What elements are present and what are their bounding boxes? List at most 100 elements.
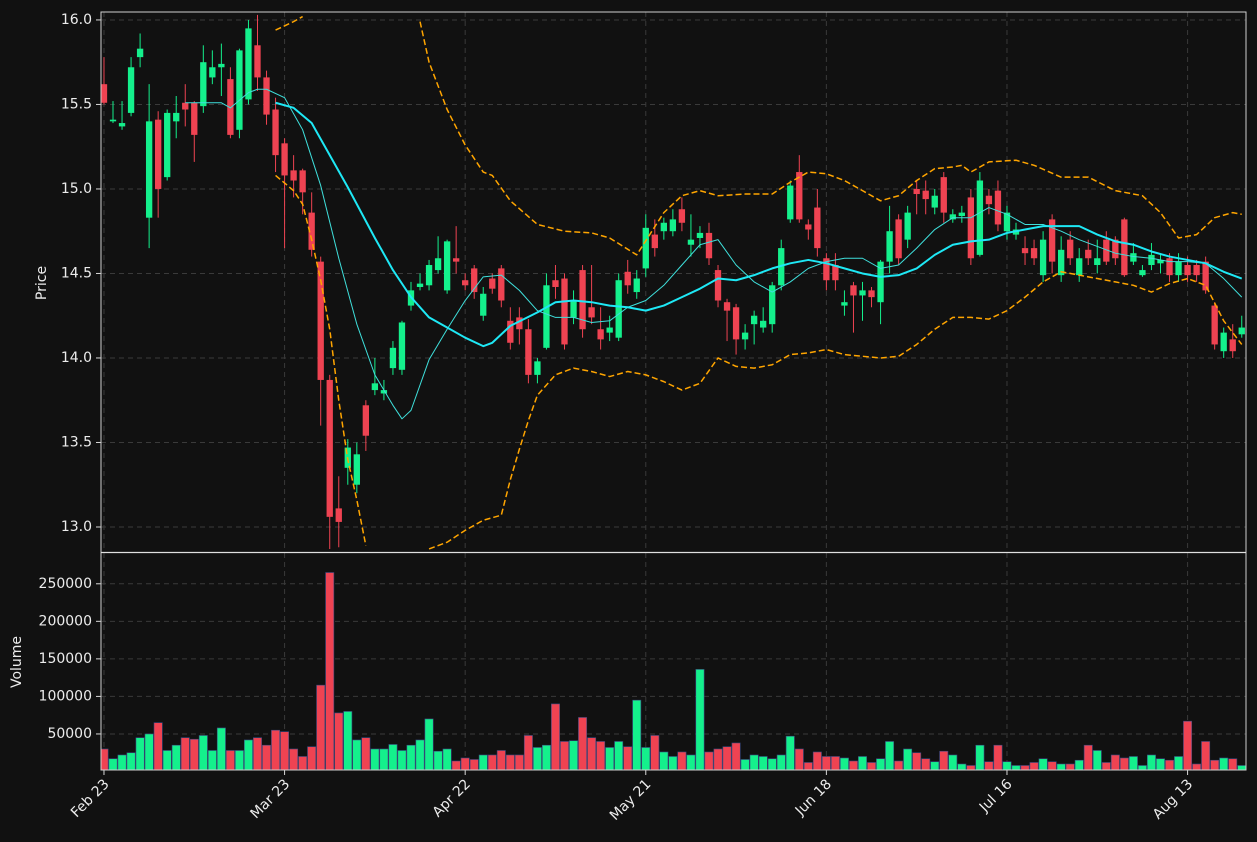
- candle-body: [534, 361, 541, 375]
- volume-bar: [1201, 741, 1211, 770]
- candle-body: [1184, 265, 1191, 276]
- volume-bar: [397, 750, 407, 770]
- candle-body: [118, 123, 126, 127]
- volume-bar: [1101, 762, 1111, 770]
- band-line: [275, 15, 1242, 256]
- volume-bar: [722, 746, 732, 770]
- volume-bar: [785, 735, 795, 770]
- candle-body: [471, 268, 478, 293]
- candle-body: [308, 212, 315, 250]
- candle-body: [796, 172, 803, 220]
- y-tick-label: 200000: [39, 613, 92, 629]
- candle-body: [1103, 239, 1110, 262]
- candle-body: [1166, 258, 1173, 276]
- candle-body: [489, 278, 496, 289]
- volume-bar: [180, 737, 190, 770]
- candle-body: [1220, 332, 1227, 352]
- volume-bar: [551, 703, 560, 770]
- volume-bar: [1156, 758, 1165, 770]
- candle-body: [1003, 212, 1011, 232]
- candle-body: [552, 280, 559, 287]
- candle-body: [362, 405, 370, 436]
- volume-bar: [505, 754, 515, 770]
- y-tick-label: 13.0: [61, 519, 92, 535]
- volume-bar: [659, 751, 669, 770]
- candle-body: [705, 232, 713, 259]
- volume-bar: [442, 748, 452, 770]
- volume-bar: [939, 750, 949, 770]
- candle-body: [570, 300, 577, 318]
- volume-bar: [289, 748, 299, 770]
- volume-bar: [957, 763, 967, 770]
- candle-body: [1121, 219, 1128, 276]
- volume-bar: [198, 735, 208, 770]
- volume-bar: [948, 754, 958, 770]
- volume-bar: [596, 741, 606, 770]
- candle-body: [922, 190, 929, 200]
- candle-body: [507, 320, 514, 343]
- candle-body: [227, 79, 234, 135]
- volume-bar: [262, 744, 271, 770]
- volume-bar: [216, 727, 226, 770]
- candle-body: [877, 261, 884, 303]
- candle-body: [389, 347, 397, 369]
- candle-body: [976, 180, 984, 255]
- plot-frame: [100, 11, 1247, 771]
- volume-bar: [993, 744, 1003, 770]
- volume-bar: [325, 572, 335, 770]
- candle-body: [850, 285, 857, 296]
- candle-body: [1130, 253, 1137, 262]
- candle-body: [173, 112, 180, 122]
- candle-body: [967, 197, 975, 259]
- candle-body: [606, 327, 613, 333]
- candle-body: [805, 224, 812, 230]
- volume-bar: [1119, 757, 1129, 770]
- candle-body: [651, 234, 658, 249]
- volume-bar: [912, 752, 922, 770]
- candle-body: [452, 258, 460, 262]
- candle-body: [814, 207, 821, 249]
- candle-body: [164, 112, 171, 178]
- volume-bar: [532, 747, 542, 770]
- volume-bar: [731, 742, 741, 770]
- candle-body: [1202, 261, 1209, 291]
- candle-body: [985, 195, 993, 205]
- candle-body: [498, 268, 505, 301]
- volume-bar: [352, 739, 362, 770]
- candle-body: [750, 315, 758, 325]
- volume-bar: [713, 748, 723, 770]
- volume-bar: [749, 754, 759, 770]
- volume-bar: [1020, 765, 1030, 770]
- candle-body: [398, 322, 406, 370]
- candle-body: [1030, 248, 1038, 259]
- candle-body: [272, 109, 279, 156]
- candle-body: [615, 280, 622, 338]
- volume-bar: [451, 760, 461, 770]
- candle-body: [543, 285, 550, 348]
- y-tick-label: 14.5: [61, 265, 92, 281]
- volume-bar: [541, 744, 551, 770]
- volume-bar: [695, 669, 705, 770]
- volume-bar: [1137, 765, 1147, 770]
- candle-body: [434, 258, 442, 271]
- volume-bar: [1074, 759, 1084, 770]
- band-line: [275, 174, 1243, 550]
- volume-bar: [334, 712, 344, 770]
- candle-body: [326, 379, 333, 517]
- candle-body: [443, 241, 451, 291]
- candle-body: [741, 332, 749, 340]
- candle-body: [769, 285, 776, 325]
- candle-body: [101, 84, 108, 103]
- volume-bar: [523, 735, 533, 770]
- volume-bar: [316, 684, 326, 770]
- volume-bar: [650, 735, 660, 770]
- volume-bar: [135, 737, 145, 770]
- volume-bar: [930, 761, 940, 770]
- volume-bar: [144, 733, 154, 770]
- candle-body: [254, 45, 261, 78]
- candle-body: [480, 293, 487, 316]
- volume-bar: [614, 741, 624, 770]
- volume-bar: [1083, 744, 1093, 770]
